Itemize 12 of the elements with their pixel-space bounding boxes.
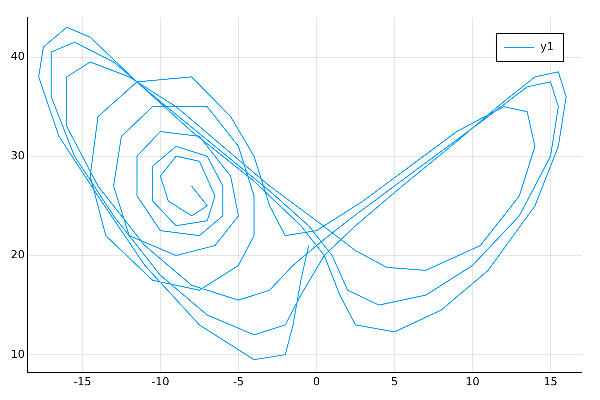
y-tick-label: 40	[10, 50, 25, 64]
x-tick-label: -15	[74, 375, 92, 388]
legend-label: y1	[540, 40, 554, 54]
x-tick-label: -5	[233, 375, 244, 388]
x-tick-label: 15	[544, 375, 558, 388]
x-tick-label: 0	[313, 375, 320, 388]
y-tick-label: 10	[10, 348, 25, 361]
x-tick-label: -10	[152, 375, 170, 388]
y-tick-label: 20	[10, 248, 25, 262]
x-tick-label: 5	[391, 375, 398, 388]
x-tick-label: 10	[466, 375, 480, 388]
y-tick-label: 30	[10, 149, 25, 162]
